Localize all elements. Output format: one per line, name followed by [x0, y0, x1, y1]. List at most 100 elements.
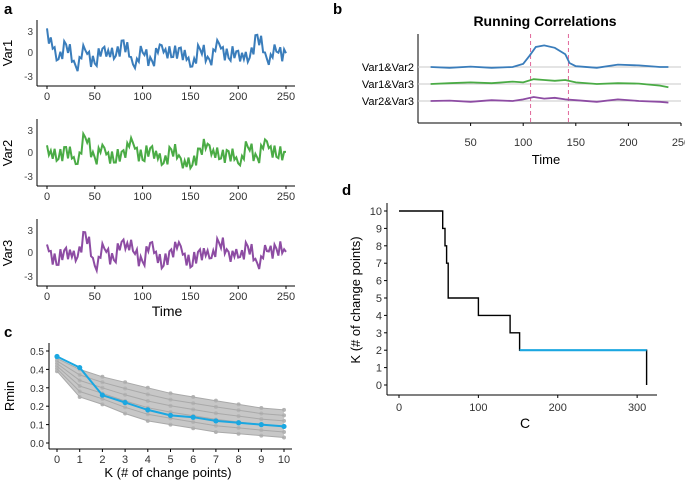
y-tick-label: 0.5 [30, 347, 44, 358]
series-line-var3 [46, 230, 287, 275]
panel-a2-ylabel: Var2 [0, 140, 15, 167]
y-tick-label: 7 [376, 258, 382, 270]
panel-a1-xticks: 0 50 100 150 200 250 [44, 86, 295, 103]
x-tick-label: 1 [77, 454, 83, 466]
rmin-points [54, 353, 287, 430]
x-tick-label: 200 [619, 137, 637, 149]
y-tick-label: 10 [370, 206, 382, 218]
y-tick-label: 0.0 [30, 439, 44, 450]
panel-c-xlabel: K (# of change points) [104, 465, 231, 480]
panel-a1-ytick: -3 [24, 72, 33, 83]
panel-a1-ytick: 0 [27, 48, 33, 59]
rmin-point [145, 407, 151, 413]
rmin-point [167, 412, 174, 418]
panel-a-subplot-var2: Var2 3 0 -3 0 50 100 150 200 250 [0, 119, 295, 203]
panel-b-row-label: Var2&Var3 [362, 96, 414, 108]
x-tick-label: 5 [167, 454, 173, 466]
panel-b-row-label: Var1&Var3 [362, 79, 414, 91]
x-tick-label: 9 [258, 454, 264, 466]
panel-a: a Var1 3 0 -3 0 50 100 150 200 250 Var2 3 0 -… [0, 1, 295, 319]
series-line-var2 [46, 130, 286, 171]
panel-d-xticks: 0 100 200 300 [396, 395, 646, 414]
x-tick-label: 300 [628, 402, 646, 414]
x-tick-label: 0 [44, 191, 50, 203]
y-tick-label: 9 [376, 223, 382, 235]
x-tick-label: 0 [396, 402, 402, 414]
rmin-point [122, 399, 128, 406]
panel-a1-ytick: 3 [27, 27, 33, 38]
panel-c-letter: c [4, 324, 12, 341]
y-tick-label: 0.4 [30, 365, 44, 376]
panel-a3-ytick: 0 [27, 248, 33, 259]
panel-c-ylabel: Rmin [2, 381, 17, 411]
x-tick-label: 4 [145, 454, 151, 466]
panel-d-ylabel: K (# of change points) [348, 236, 363, 363]
x-tick-label: 50 [464, 137, 476, 149]
bootstrap-line [56, 370, 285, 438]
x-tick-label: 150 [181, 91, 199, 103]
bootstrap-lines [55, 356, 286, 440]
y-tick-label: 0.1 [30, 421, 44, 432]
x-tick-label: 2 [99, 454, 105, 466]
x-tick-label: 200 [229, 291, 247, 303]
panel-b-row-label: Var1&Var2 [362, 62, 414, 74]
series-line-var1-var3 [430, 78, 669, 89]
x-tick-label: 250 [277, 91, 295, 103]
rmin-point [99, 392, 105, 398]
x-tick-label: 100 [514, 137, 532, 149]
x-tick-label: 10 [278, 454, 290, 466]
y-tick-label: 0 [376, 380, 382, 392]
x-tick-label: 100 [133, 291, 151, 303]
bootstrap-line [56, 368, 285, 433]
x-tick-label: 100 [133, 91, 151, 103]
series-line-var2-var3 [430, 96, 669, 104]
y-tick-label: 0.2 [30, 402, 44, 413]
series-line-var1 [46, 28, 287, 72]
y-tick-label: 1 [376, 363, 382, 375]
panel-b-xticks: 50 100 150 200 250 [464, 123, 685, 149]
rmin-point [77, 364, 83, 371]
rmin-point [236, 420, 242, 426]
rmin-point [213, 418, 219, 424]
rmin-point [190, 414, 196, 420]
x-tick-label: 7 [213, 454, 219, 466]
panel-a-subplot-var1: Var1 3 0 -3 0 50 100 150 200 250 [0, 20, 295, 103]
panel-a2-xticks: 0 50 100 150 200 250 [44, 186, 295, 203]
x-tick-label: 100 [133, 191, 151, 203]
y-tick-label: 0.3 [30, 384, 44, 395]
x-tick-label: 150 [567, 137, 585, 149]
panel-c-yticks: 0.5 0.4 0.3 0.2 0.1 0.0 [30, 347, 49, 450]
x-tick-label: 250 [277, 291, 295, 303]
x-tick-label: 150 [181, 291, 199, 303]
x-tick-label: 50 [89, 191, 101, 203]
x-tick-label: 200 [229, 191, 247, 203]
x-tick-label: 200 [229, 91, 247, 103]
rmin-point [54, 353, 60, 360]
panel-a1-ylabel: Var1 [0, 40, 15, 67]
rmin-point [258, 422, 264, 428]
k-vs-c-step-line [399, 210, 648, 385]
x-tick-label: 50 [89, 91, 101, 103]
panel-d-letter: d [342, 182, 351, 199]
y-tick-label: 2 [376, 345, 382, 357]
panel-c-xticks: 0 1 2 3 4 5 6 7 8 9 10 [54, 449, 290, 466]
x-tick-label: 150 [181, 191, 199, 203]
y-tick-label: 3 [376, 328, 382, 340]
panel-a-xlabel: Time [152, 303, 183, 319]
bootstrap-line [56, 357, 285, 411]
bootstrap-line [56, 360, 285, 416]
x-tick-label: 100 [469, 402, 487, 414]
x-tick-label: 8 [236, 454, 242, 466]
y-tick-label: 6 [376, 276, 382, 288]
panel-b-letter: b [333, 1, 342, 18]
bootstrap-point [282, 418, 286, 423]
panel-b-title: Running Correlations [473, 13, 616, 29]
y-tick-label: 4 [376, 310, 382, 322]
panel-a3-ytick: 3 [27, 226, 33, 237]
panel-a2-ytick: 3 [27, 126, 33, 137]
panel-a2-ytick: 0 [27, 148, 33, 159]
panel-b: b Running Correlations Var1&Var2 Var1&Va… [333, 1, 685, 167]
